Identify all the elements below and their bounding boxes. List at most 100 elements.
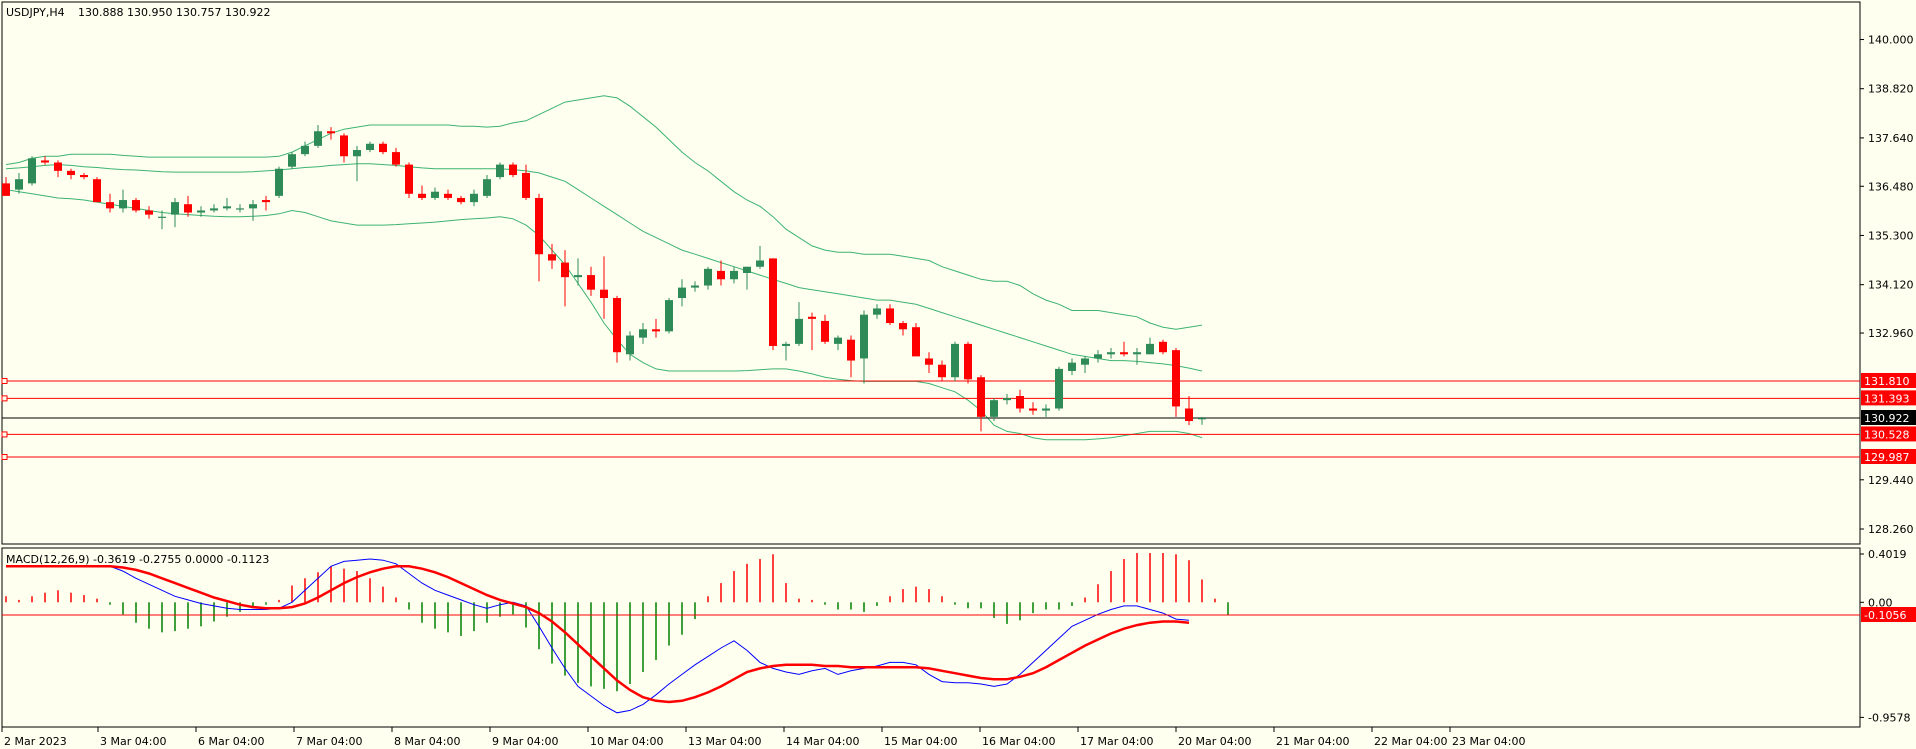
candle-body [678,287,686,299]
ohlc-values: 130.888 130.950 130.757 130.922 [78,6,270,19]
level-handle[interactable] [1,395,8,402]
macd-tick-label: 0.4019 [1868,548,1907,561]
candle [483,175,491,198]
price-tick-label: 138.820 [1868,83,1914,96]
candle-body [1185,408,1193,422]
candle-body [535,197,543,255]
time-tick-label: 22 Mar 04:00 [1374,735,1447,748]
candle [80,172,88,180]
candle-body [1055,368,1063,409]
candle-body [106,202,114,209]
time-tick-label: 14 Mar 04:00 [786,735,859,748]
candle [93,177,101,203]
candle-body [67,170,75,176]
candle [158,210,166,230]
candle-body [470,193,478,203]
candle [756,245,764,269]
candle-body [574,275,582,278]
candle [665,298,673,334]
candle-body [873,308,881,315]
candle [1146,337,1154,355]
candle [418,185,426,201]
candle-body [977,377,985,417]
horizontal-levels[interactable]: 131.810 131.393 130.528 129.987 130.922 [1,372,1916,464]
time-tick-label: 20 Mar 04:00 [1178,735,1251,748]
candle-body [1133,352,1141,355]
candle [470,189,478,207]
candle [106,193,114,213]
candle [28,156,36,186]
level-tag-text: 131.393 [1864,392,1910,405]
candle-body [691,285,699,288]
level-handle[interactable] [1,431,8,438]
level-handle[interactable] [1,453,8,460]
candle-body [2,183,10,196]
candle-body [912,327,920,357]
candle [652,318,660,338]
candle [548,243,556,269]
candle [938,360,946,382]
candle-body [886,308,894,324]
candle [873,304,881,319]
candle [678,279,686,307]
candle [587,266,595,296]
candle-body [951,343,959,378]
candle [1159,339,1167,355]
candle-body [1159,341,1167,353]
candle-body [496,164,504,178]
candle-body [782,343,790,346]
candle [54,160,62,178]
level-tag [1861,372,1916,388]
candle-body [756,260,764,267]
candle-body [184,204,192,213]
candle-body [171,202,179,215]
candle [431,187,439,201]
candle-body [262,200,270,203]
time-tick-label: 2 Mar 2023 [4,735,67,748]
bollinger-upper-band [5,95,1203,330]
time-tick-label: 3 Mar 04:00 [100,735,166,748]
price-tick-label: 140.000 [1868,34,1914,47]
price-pane[interactable]: 131.810 131.393 130.528 129.987 130.922 USDJ… [1,1,1916,545]
candle [457,195,465,205]
candle [392,147,400,167]
candle-body [457,197,465,203]
candle-body [483,179,491,196]
candle [691,281,699,292]
candle [509,162,517,178]
candle [379,141,387,155]
candle [1016,389,1024,413]
candle [301,141,309,157]
candle [522,164,530,201]
candle-body [1081,358,1089,365]
price-tick-label: 136.480 [1868,180,1914,193]
candle-body [158,216,166,218]
candle-body [405,164,413,194]
time-tick-label: 8 Mar 04:00 [394,735,460,748]
candle-body [1016,395,1024,409]
candle [834,335,842,351]
macd-pane[interactable]: MACD(12,26,9) -0.3619 -0.2755 0.0000 -0.… [1,547,1861,728]
level-handle[interactable] [1,377,8,384]
price-tick-label: 132.960 [1868,327,1914,340]
bollinger-lower-band [5,189,1203,441]
candle [1172,348,1180,417]
level-tag-text: 129.987 [1864,451,1910,464]
candle [1081,356,1089,374]
candle [1133,348,1141,365]
candle-body [665,300,673,332]
candle-body [561,262,569,278]
candle-body [1003,398,1011,401]
candle-body [41,160,49,163]
candle [639,323,647,344]
candle [899,320,907,336]
candle [626,331,634,361]
candle-body [197,210,205,213]
candle-body [275,168,283,196]
candle-body [444,193,452,198]
candle [1094,350,1102,363]
time-tick-label: 17 Mar 04:00 [1080,735,1153,748]
candle [951,341,959,382]
candle-body [210,208,218,211]
